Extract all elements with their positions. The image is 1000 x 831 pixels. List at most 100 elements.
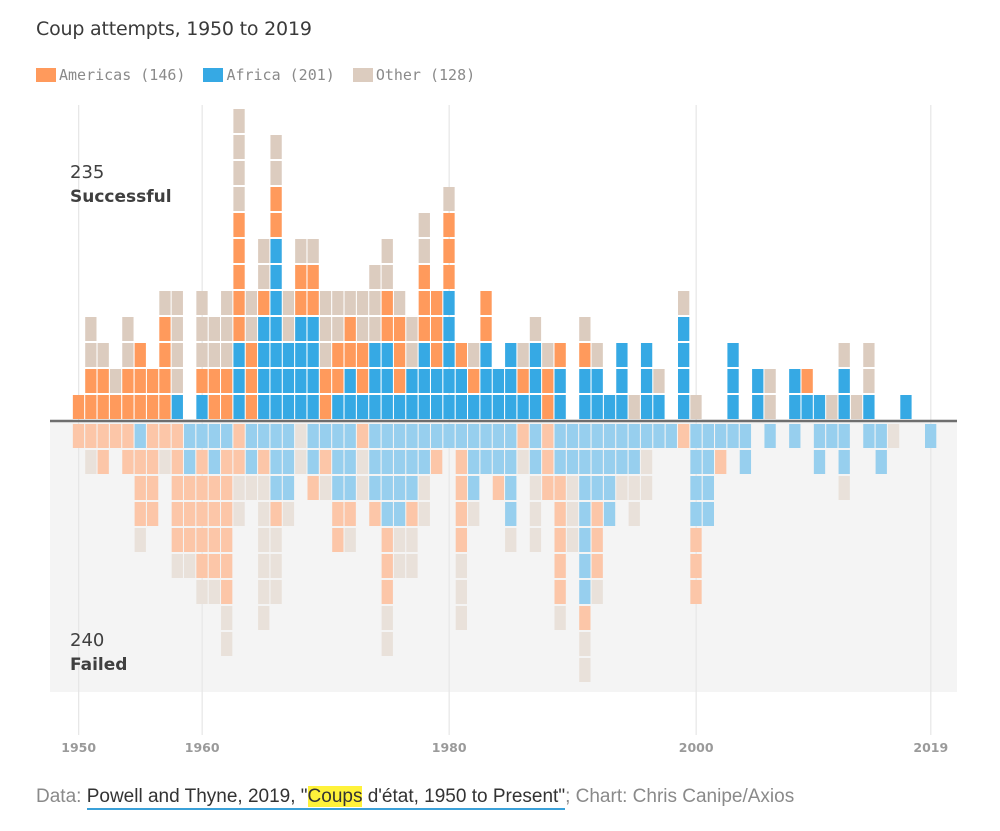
cell-failed-americas-1981 <box>455 476 467 500</box>
cell-successful-other-1997 <box>653 369 665 393</box>
cell-failed-americas-1963 <box>233 450 245 474</box>
source-link-pre: Powell and Thyne, 2019, " <box>86 786 308 807</box>
cell-failed-other-1955 <box>134 528 146 552</box>
cell-failed-americas-1984 <box>492 476 505 500</box>
cell-successful-other-1999 <box>678 291 690 315</box>
cell-successful-americas-1953 <box>109 395 122 419</box>
cell-failed-americas-1959 <box>184 502 196 526</box>
cell-failed-americas-1963 <box>233 424 245 448</box>
cell-successful-africa-1980 <box>443 291 455 315</box>
cell-successful-other-1987 <box>529 317 542 341</box>
cell-failed-africa-1992 <box>591 424 603 448</box>
cell-failed-africa-2004 <box>739 450 752 474</box>
cell-successful-africa-1986 <box>517 395 529 419</box>
cell-successful-other-1954 <box>122 343 134 367</box>
cell-successful-africa-1975 <box>381 395 393 419</box>
legend-swatch-americas <box>36 68 56 82</box>
cell-failed-other-1968 <box>295 424 307 448</box>
cell-failed-africa-1991 <box>579 528 591 552</box>
cell-failed-other-1987 <box>529 528 542 552</box>
cell-failed-americas-1991 <box>579 606 591 630</box>
cell-successful-other-2014 <box>863 343 875 367</box>
cell-successful-other-1963 <box>233 109 245 133</box>
cell-failed-americas-1989 <box>554 528 566 552</box>
cell-successful-americas-1960 <box>196 369 208 393</box>
cell-failed-africa-2001 <box>702 450 714 474</box>
cell-failed-africa-1976 <box>393 424 406 448</box>
cell-successful-africa-1979 <box>431 395 443 419</box>
cell-successful-americas-1976 <box>393 317 406 341</box>
cell-failed-africa-1966 <box>270 424 282 448</box>
cell-failed-africa-1967 <box>282 450 295 474</box>
cell-failed-other-1964 <box>245 476 258 500</box>
cell-successful-africa-2009 <box>801 395 813 419</box>
cell-successful-americas-1954 <box>122 395 134 419</box>
cell-failed-africa-1985 <box>505 424 517 448</box>
x-tick-label: 1980 <box>432 740 467 755</box>
cell-failed-africa-1961 <box>208 424 220 448</box>
cell-failed-africa-1998 <box>665 424 677 448</box>
cell-successful-americas-1978 <box>418 265 430 289</box>
successful-count: 235 <box>70 162 105 183</box>
cell-failed-africa-1969 <box>307 424 319 448</box>
cell-failed-americas-2000 <box>690 554 702 578</box>
cell-failed-other-1962 <box>221 632 233 656</box>
cell-failed-africa-1975 <box>381 476 393 500</box>
cell-successful-africa-1974 <box>369 395 381 419</box>
cell-successful-africa-1965 <box>258 317 270 341</box>
cell-successful-americas-1957 <box>159 395 171 419</box>
cell-failed-other-1966 <box>270 528 282 552</box>
cell-failed-africa-2010 <box>813 450 826 474</box>
cell-successful-africa-1966 <box>270 265 282 289</box>
cell-successful-africa-1980 <box>443 343 455 367</box>
legend-label-africa: Africa (201) <box>226 66 335 84</box>
cell-failed-africa-1977 <box>406 476 418 500</box>
cell-successful-africa-1996 <box>640 369 653 393</box>
cell-failed-other-1965 <box>258 528 270 552</box>
cell-successful-africa-2017 <box>900 395 912 419</box>
cell-successful-africa-1981 <box>455 395 467 419</box>
cell-failed-americas-1962 <box>221 528 233 552</box>
cell-successful-africa-1966 <box>270 317 282 341</box>
cell-failed-americas-1975 <box>381 528 393 552</box>
cell-failed-other-1965 <box>258 580 270 604</box>
cell-failed-americas-1992 <box>591 502 603 526</box>
cell-successful-americas-1963 <box>233 265 245 289</box>
cell-failed-africa-2004 <box>739 424 752 448</box>
cell-successful-americas-1970 <box>319 395 332 419</box>
cell-failed-africa-1991 <box>579 554 591 578</box>
cell-failed-americas-1951 <box>85 424 97 448</box>
cell-failed-americas-1960 <box>196 476 208 500</box>
cell-successful-africa-1987 <box>529 395 542 419</box>
cell-successful-africa-1974 <box>369 369 381 393</box>
cell-failed-africa-1982 <box>468 476 480 500</box>
cell-successful-other-1982 <box>468 343 480 367</box>
cell-failed-africa-1971 <box>332 476 344 500</box>
cell-failed-africa-1960 <box>196 424 208 448</box>
legend: Americas (146) Africa (201) Other (128) <box>36 66 493 84</box>
cell-successful-other-1957 <box>159 291 171 315</box>
cell-successful-other-1978 <box>418 239 430 263</box>
cell-failed-africa-1977 <box>406 450 418 474</box>
cell-failed-africa-1974 <box>369 476 381 500</box>
cell-failed-africa-1987 <box>529 450 542 474</box>
cell-successful-americas-1988 <box>542 395 554 419</box>
cell-successful-americas-1961 <box>208 395 220 419</box>
cell-failed-africa-1990 <box>566 450 579 474</box>
cell-failed-africa-1959 <box>184 424 196 448</box>
cell-successful-americas-1957 <box>159 369 171 393</box>
cell-failed-other-1965 <box>258 606 270 630</box>
cell-successful-americas-1957 <box>159 317 171 341</box>
cell-successful-africa-1967 <box>282 395 295 419</box>
cell-failed-americas-1988 <box>542 424 554 448</box>
source-link[interactable]: Powell and Thyne, 2019, "Coups d'état, 1… <box>86 786 566 810</box>
cell-successful-other-1965 <box>258 239 270 263</box>
cell-failed-americas-1981 <box>455 450 467 474</box>
cell-failed-africa-1984 <box>492 424 505 448</box>
cell-successful-other-1974 <box>369 317 381 341</box>
cell-failed-africa-1990 <box>566 424 579 448</box>
cell-successful-africa-1994 <box>616 395 628 419</box>
cell-successful-other-2014 <box>863 369 875 393</box>
x-axis-ticks: 1950 1960 1980 2000 2019 <box>61 740 948 755</box>
cell-successful-other-1976 <box>393 291 406 315</box>
